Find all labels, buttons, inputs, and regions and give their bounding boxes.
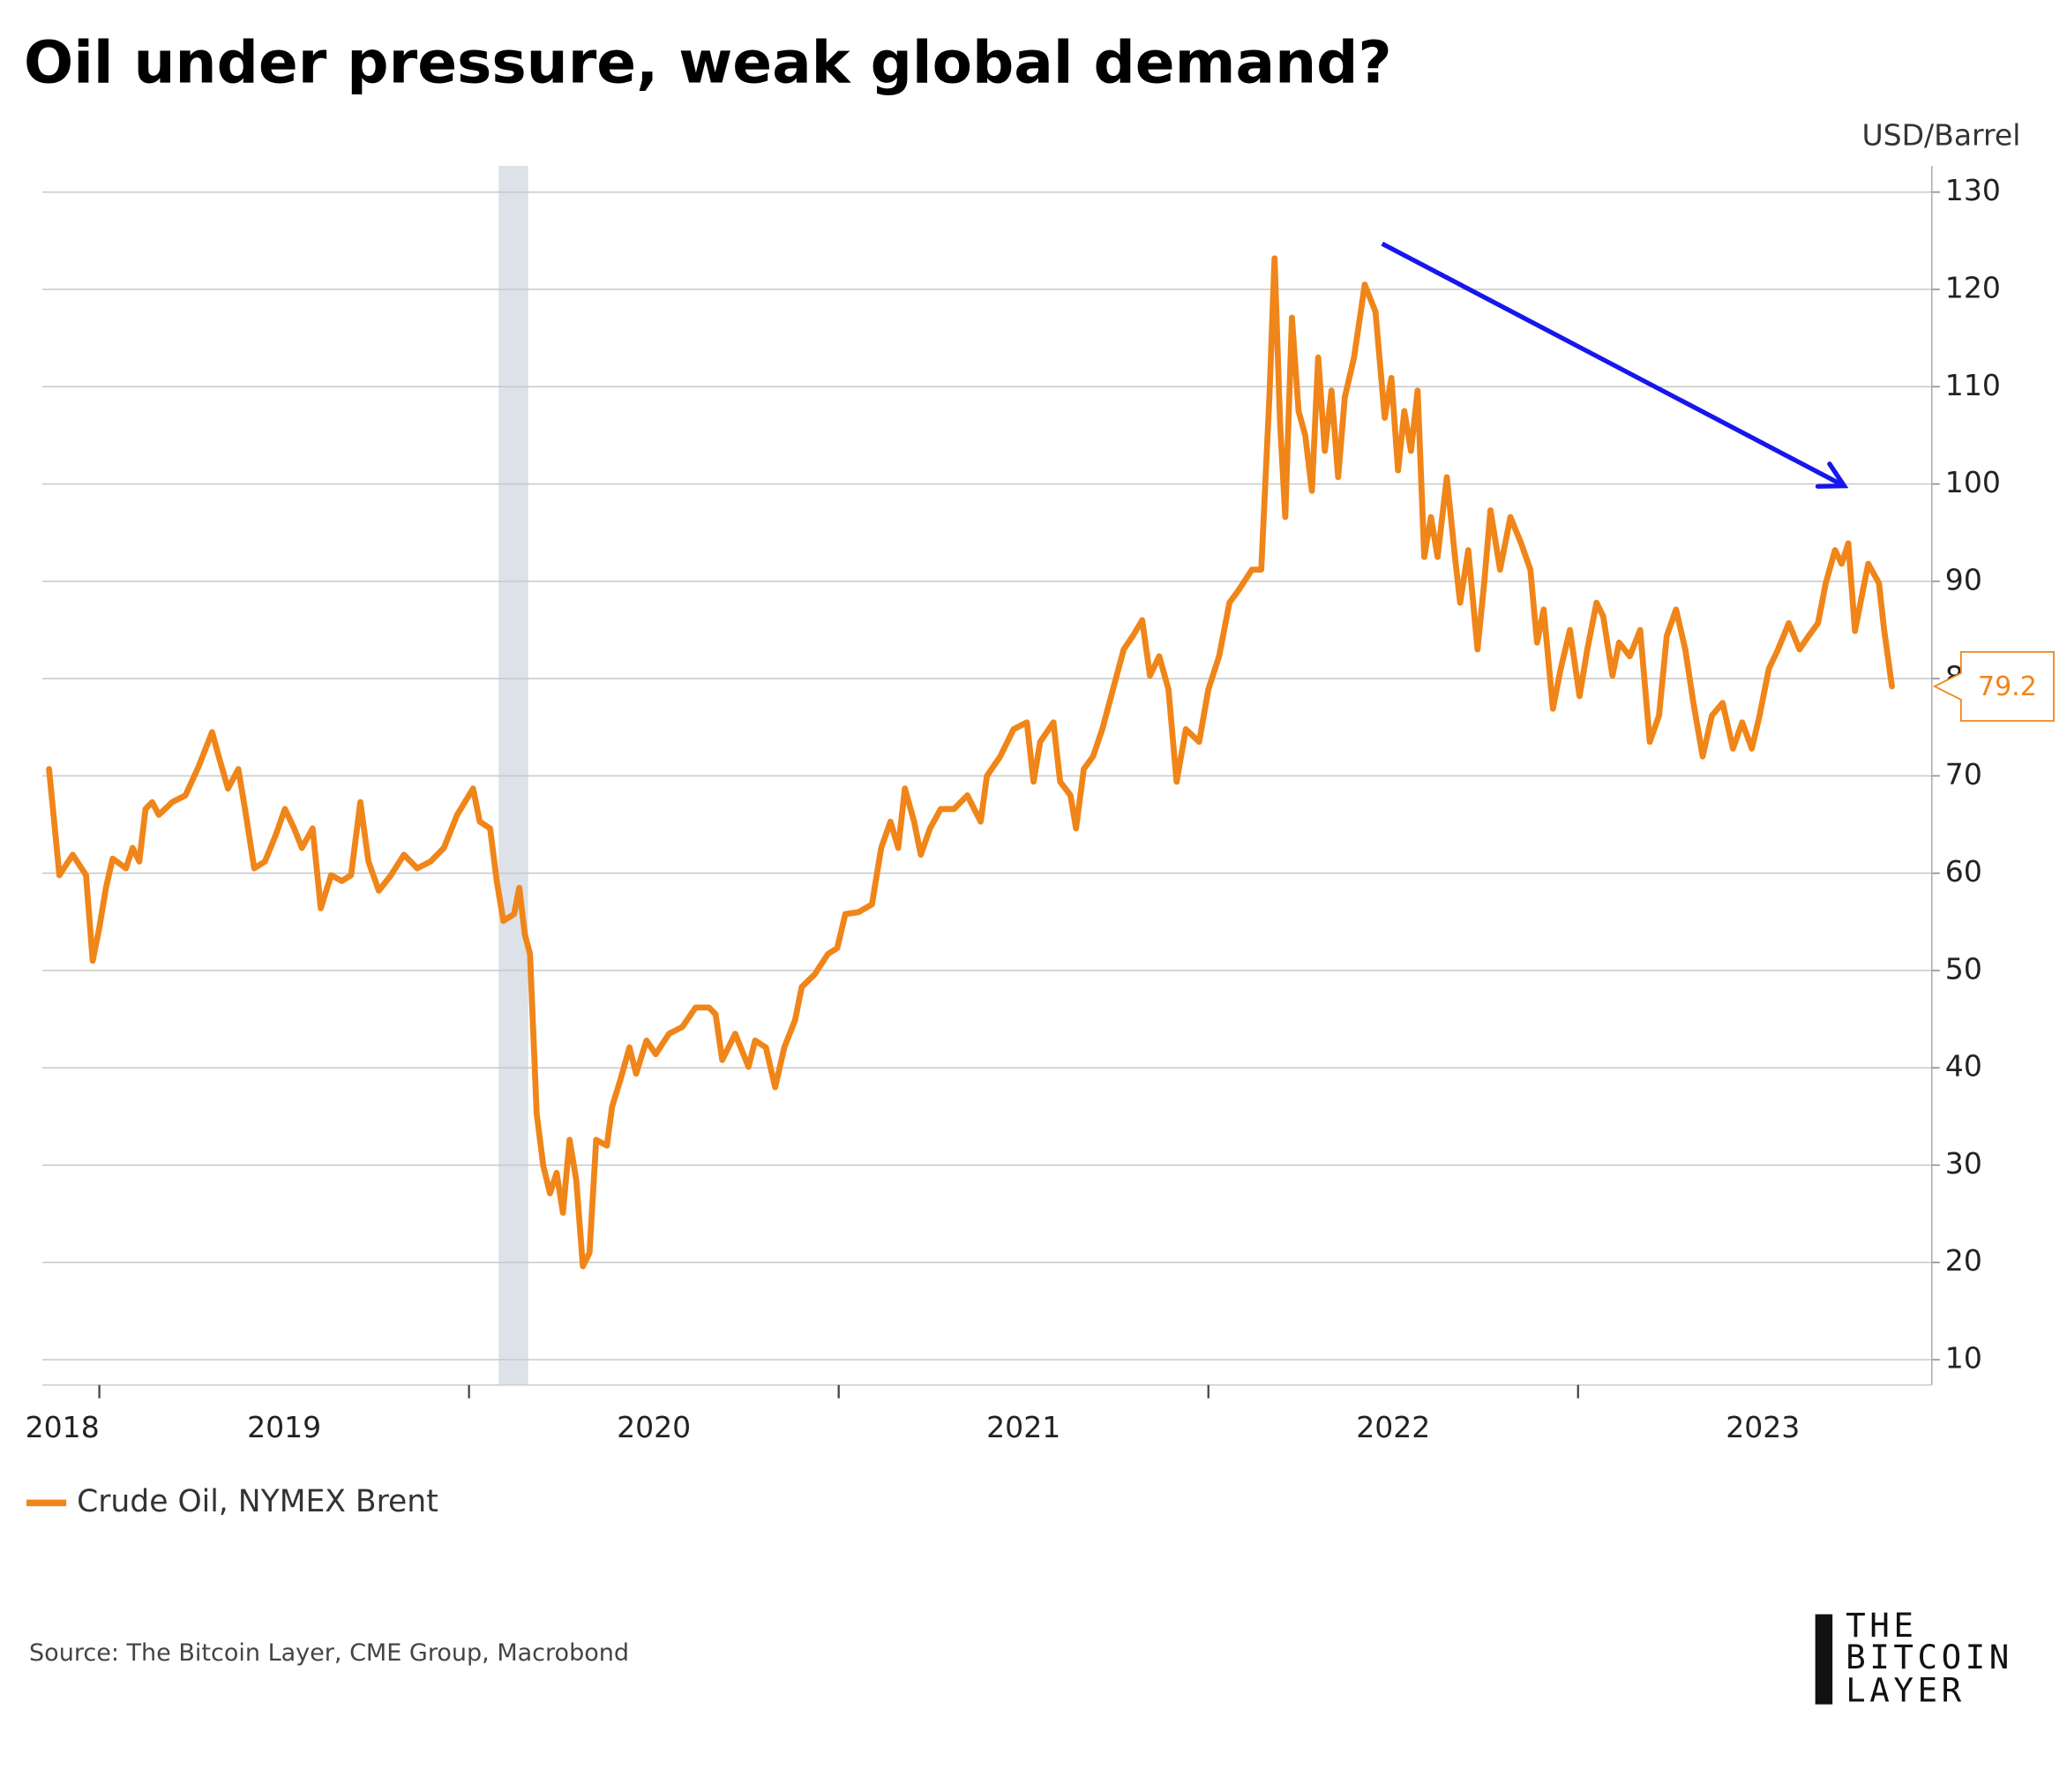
arrow-head bbox=[1815, 461, 1849, 489]
x-tick-label: 2020 bbox=[617, 1410, 691, 1444]
trend-arrow bbox=[1381, 241, 1846, 489]
y-tick-label: 120 bbox=[1945, 270, 2001, 304]
legend-label: Crude Oil, NYMEX Brent bbox=[77, 1484, 438, 1519]
x-tick-label: 2023 bbox=[1726, 1410, 1800, 1444]
y-tick-label: 110 bbox=[1945, 368, 2001, 402]
y-tick-label: 100 bbox=[1945, 465, 2001, 499]
logo-text: THE bbox=[1846, 1606, 1917, 1645]
last-value-label: 79.2 bbox=[1978, 671, 2037, 702]
last-value-box bbox=[1932, 650, 2055, 722]
y-tick-label: 20 bbox=[1945, 1243, 1982, 1278]
x-tick-label: 2019 bbox=[247, 1410, 321, 1444]
logo-bar bbox=[1815, 1614, 1833, 1705]
y-tick-label: 30 bbox=[1945, 1146, 1982, 1181]
x-tick-label: 2022 bbox=[1356, 1410, 1430, 1444]
source: Source: The Bitcoin Layer, CME Group, Ma… bbox=[29, 1639, 629, 1667]
y-tick-label: 10 bbox=[1945, 1341, 1982, 1376]
y-axis-label: USD/Barrel bbox=[1861, 117, 2020, 152]
y-tick-label: 70 bbox=[1945, 757, 1982, 791]
y-tick-label: 60 bbox=[1945, 854, 1982, 889]
chart-title: Oil under pressure, weak global demand? bbox=[24, 28, 1392, 96]
y-tick-label: 50 bbox=[1945, 951, 1982, 986]
y-tick-label: 90 bbox=[1945, 562, 1982, 596]
x-tick-label: 2021 bbox=[986, 1410, 1060, 1444]
x-tick-label: 2018 bbox=[26, 1410, 100, 1444]
y-tick-label: 130 bbox=[1945, 173, 2001, 207]
data-line bbox=[46, 255, 1895, 1270]
logo-text: LAYER bbox=[1846, 1671, 1966, 1710]
y-tick-label: 40 bbox=[1945, 1049, 1982, 1083]
logo-text: BITCOIN bbox=[1846, 1638, 2013, 1676]
